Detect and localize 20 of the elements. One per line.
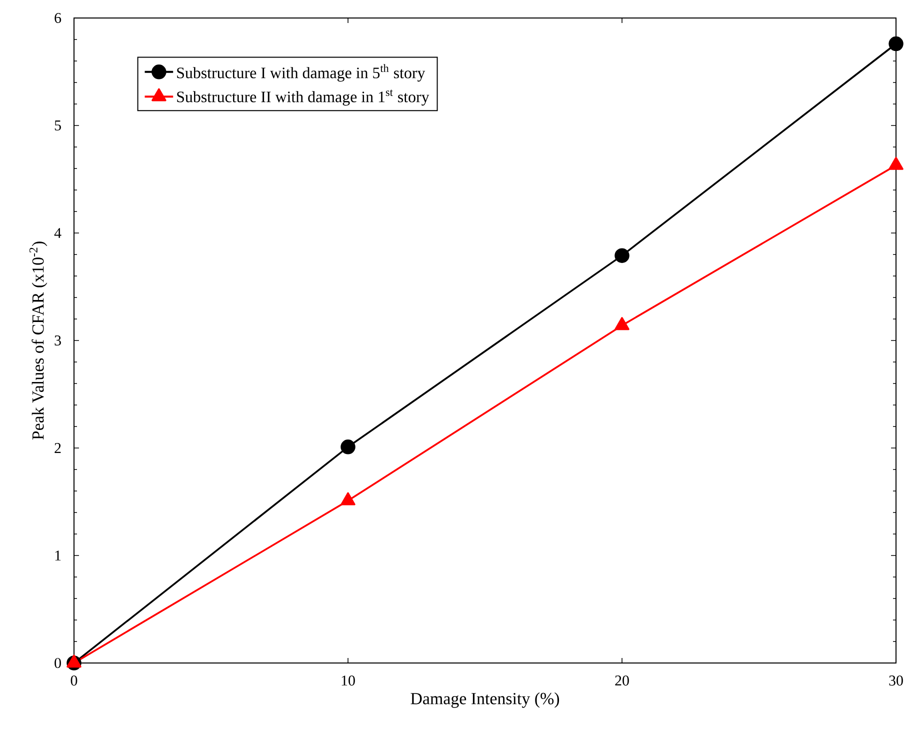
x-tick-label: 0 xyxy=(70,675,78,686)
y-tick-label: 5 xyxy=(54,120,61,130)
x-axis-title: Damage Intensity (%) xyxy=(410,692,560,708)
legend-label: Substructure II with damage in 1$^{st}$ story xyxy=(177,90,430,106)
y-axis-title: Peak Values of CFAR (x10$^{-2}$) xyxy=(29,242,48,440)
y-tick-label: 1 xyxy=(55,550,61,560)
point xyxy=(614,248,630,263)
point xyxy=(340,440,356,454)
y-tick-label: 4 xyxy=(54,228,62,238)
y-tick-label: 6 xyxy=(54,12,62,24)
x-tick-label: 10 xyxy=(342,675,355,686)
point xyxy=(340,492,356,506)
point xyxy=(888,36,904,52)
x-tick-label: 20 xyxy=(615,675,629,686)
y-tick-label: 0 xyxy=(54,658,61,668)
y-tick-label: 3 xyxy=(54,335,61,346)
legend-label: Substructure I with damage in 5$^{th}$ story xyxy=(177,64,426,82)
x-tick-label: 30 xyxy=(889,675,903,686)
point xyxy=(614,317,630,330)
y-tick-label: 2 xyxy=(54,443,61,453)
